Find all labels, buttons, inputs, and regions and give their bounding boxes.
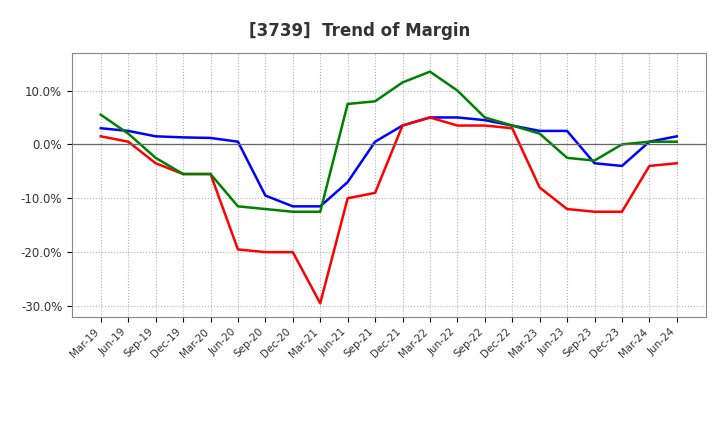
Ordinary Income [563, 128, 572, 134]
Ordinary Income [96, 125, 105, 131]
Ordinary Income [426, 115, 434, 120]
Net Income [179, 172, 187, 177]
Operating Cashflow [96, 112, 105, 117]
Operating Cashflow [206, 172, 215, 177]
Net Income [343, 196, 352, 201]
Net Income [508, 125, 516, 131]
Ordinary Income [179, 135, 187, 140]
Ordinary Income [371, 139, 379, 144]
Ordinary Income [206, 135, 215, 140]
Ordinary Income [261, 193, 270, 198]
Net Income [316, 301, 325, 306]
Net Income [371, 190, 379, 195]
Operating Cashflow [151, 155, 160, 161]
Net Income [536, 185, 544, 190]
Net Income [563, 206, 572, 212]
Operating Cashflow [261, 206, 270, 212]
Text: [3739]  Trend of Margin: [3739] Trend of Margin [249, 22, 471, 40]
Operating Cashflow [124, 131, 132, 136]
Ordinary Income [453, 115, 462, 120]
Net Income [480, 123, 489, 128]
Net Income [233, 247, 242, 252]
Ordinary Income [590, 161, 599, 166]
Line: Net Income: Net Income [101, 117, 677, 303]
Ordinary Income [645, 139, 654, 144]
Ordinary Income [316, 204, 325, 209]
Net Income [672, 161, 681, 166]
Operating Cashflow [672, 139, 681, 144]
Operating Cashflow [618, 142, 626, 147]
Net Income [124, 139, 132, 144]
Ordinary Income [289, 204, 297, 209]
Operating Cashflow [480, 115, 489, 120]
Net Income [261, 249, 270, 255]
Net Income [590, 209, 599, 214]
Operating Cashflow [289, 209, 297, 214]
Operating Cashflow [371, 99, 379, 104]
Operating Cashflow [179, 172, 187, 177]
Net Income [453, 123, 462, 128]
Operating Cashflow [453, 88, 462, 93]
Net Income [618, 209, 626, 214]
Ordinary Income [124, 128, 132, 134]
Ordinary Income [480, 117, 489, 123]
Line: Operating Cashflow: Operating Cashflow [101, 72, 677, 212]
Operating Cashflow [233, 204, 242, 209]
Net Income [645, 163, 654, 169]
Ordinary Income [672, 134, 681, 139]
Ordinary Income [151, 134, 160, 139]
Operating Cashflow [645, 139, 654, 144]
Ordinary Income [233, 139, 242, 144]
Net Income [398, 123, 407, 128]
Net Income [96, 134, 105, 139]
Operating Cashflow [426, 69, 434, 74]
Ordinary Income [536, 128, 544, 134]
Operating Cashflow [508, 123, 516, 128]
Operating Cashflow [536, 131, 544, 136]
Operating Cashflow [343, 101, 352, 106]
Line: Ordinary Income: Ordinary Income [101, 117, 677, 206]
Operating Cashflow [590, 158, 599, 163]
Ordinary Income [618, 163, 626, 169]
Ordinary Income [508, 123, 516, 128]
Net Income [206, 172, 215, 177]
Net Income [289, 249, 297, 255]
Net Income [426, 115, 434, 120]
Operating Cashflow [316, 209, 325, 214]
Ordinary Income [398, 123, 407, 128]
Operating Cashflow [398, 80, 407, 85]
Operating Cashflow [563, 155, 572, 161]
Net Income [151, 161, 160, 166]
Ordinary Income [343, 180, 352, 185]
